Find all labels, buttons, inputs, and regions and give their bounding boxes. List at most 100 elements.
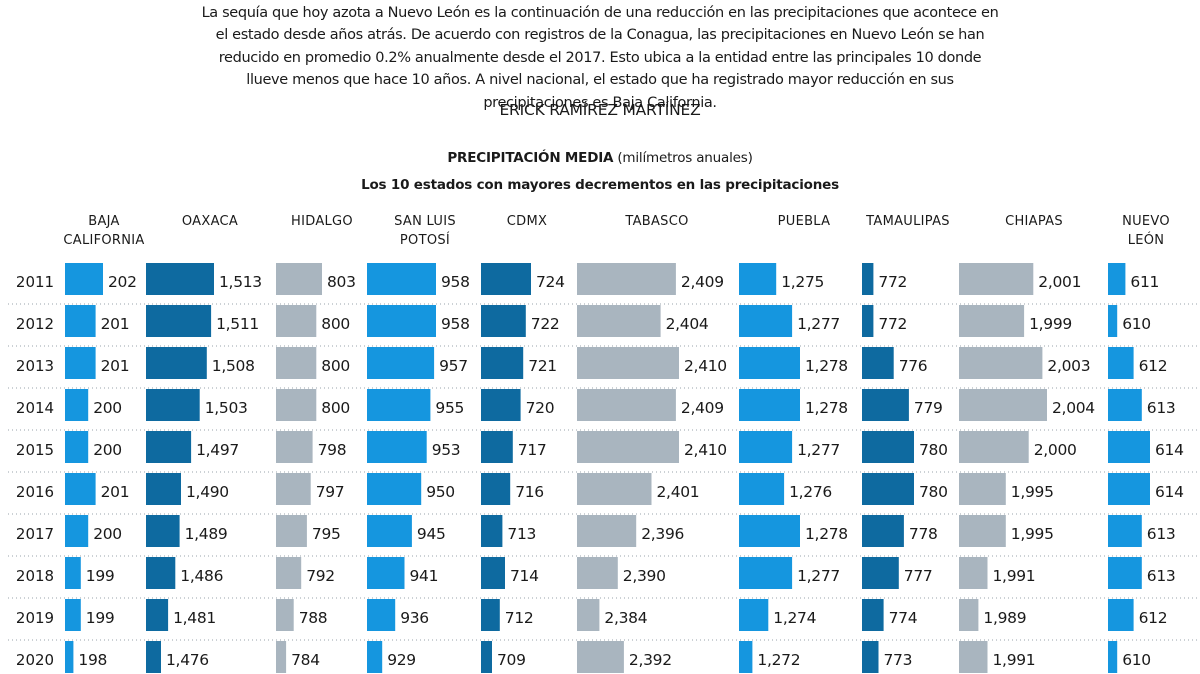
bar	[959, 347, 1043, 379]
bar	[862, 431, 914, 463]
bar-value-label: 950	[426, 483, 455, 501]
bar	[959, 599, 979, 631]
bar	[739, 473, 785, 505]
bar-value-label: 774	[889, 609, 918, 627]
bar	[481, 599, 500, 631]
bar-value-label: 2,390	[623, 567, 666, 585]
bar-value-label: 795	[312, 525, 341, 543]
bar-value-label: 1,278	[805, 399, 848, 417]
bar	[146, 557, 176, 589]
bar-value-label: 202	[108, 273, 137, 291]
bar-value-label: 2,000	[1034, 441, 1077, 459]
bar-value-label: 1,497	[196, 441, 239, 459]
bar	[1108, 473, 1150, 505]
bar-value-label: 780	[919, 483, 948, 501]
bar-value-label: 2,404	[666, 315, 709, 333]
bar	[276, 641, 287, 673]
bar	[577, 389, 676, 421]
bar	[276, 347, 317, 379]
chart-title-main: PRECIPITACIÓN MEDIA	[447, 150, 614, 166]
bar-value-label: 2,410	[684, 441, 727, 459]
bar	[577, 431, 679, 463]
bar	[481, 473, 511, 505]
bar-value-label: 941	[410, 567, 439, 585]
bar-value-label: 958	[441, 315, 470, 333]
bar	[739, 263, 777, 295]
bar	[739, 431, 793, 463]
bar-value-label: 2,410	[684, 357, 727, 375]
bar-value-label: 1,476	[166, 651, 209, 669]
bar	[739, 557, 793, 589]
bar-value-label: 780	[919, 441, 948, 459]
bar	[276, 473, 311, 505]
bar	[1108, 263, 1126, 295]
bar	[146, 347, 207, 379]
bar	[367, 641, 383, 673]
bar-value-label: 788	[299, 609, 328, 627]
bar-value-label: 792	[306, 567, 335, 585]
bar-value-label: 2,409	[681, 273, 724, 291]
bar-value-label: 611	[1130, 273, 1159, 291]
bar-value-label: 709	[497, 651, 526, 669]
bar	[65, 431, 89, 463]
bar-value-label: 610	[1122, 651, 1151, 669]
bar-value-label: 1,511	[216, 315, 259, 333]
bar-value-label: 798	[318, 441, 347, 459]
bar	[65, 599, 81, 631]
bar-value-label: 1,277	[797, 315, 840, 333]
bar	[1108, 305, 1118, 337]
year-label: 2019	[16, 609, 54, 627]
bar	[65, 641, 74, 673]
bar	[577, 515, 637, 547]
bar-value-label: 1,272	[757, 651, 800, 669]
bar	[146, 641, 161, 673]
bar	[959, 557, 988, 589]
bar-value-label: 2,384	[604, 609, 647, 627]
bar-value-label: 936	[400, 609, 429, 627]
bar-value-label: 614	[1155, 441, 1184, 459]
bar-value-label: 1,278	[805, 357, 848, 375]
column-header: OAXACA	[182, 214, 238, 229]
bar-value-label: 712	[505, 609, 534, 627]
bar-value-label: 2,401	[657, 483, 700, 501]
year-label: 2015	[16, 441, 54, 459]
chart-subtitle: Los 10 estados con mayores decrementos e…	[361, 177, 839, 193]
bar-value-label: 201	[101, 357, 130, 375]
bar-value-label: 945	[417, 525, 446, 543]
bar	[481, 389, 521, 421]
bar-value-label: 1,508	[212, 357, 255, 375]
bar-value-label: 2,004	[1052, 399, 1095, 417]
bar	[1108, 557, 1142, 589]
bar-value-label: 772	[878, 273, 907, 291]
year-label: 2013	[16, 357, 54, 375]
bar-value-label: 1,275	[781, 273, 824, 291]
bar-value-label: 614	[1155, 483, 1184, 501]
bar	[862, 473, 914, 505]
bar	[739, 347, 800, 379]
bar	[146, 431, 192, 463]
bar-value-label: 610	[1122, 315, 1151, 333]
bar	[481, 641, 492, 673]
chart-title-units: (milímetros anuales)	[617, 150, 753, 166]
bar	[146, 515, 180, 547]
year-label: 2020	[16, 651, 54, 669]
bar-value-label: 1,503	[205, 399, 248, 417]
year-label: 2017	[16, 525, 54, 543]
bar-value-label: 201	[101, 315, 130, 333]
bar	[276, 557, 302, 589]
column-header: PUEBLA	[778, 214, 831, 229]
bar	[276, 305, 317, 337]
bar	[367, 515, 412, 547]
bar	[577, 557, 618, 589]
bar-value-label: 2,001	[1038, 273, 1081, 291]
bar-value-label: 773	[884, 651, 913, 669]
bar-value-label: 1,513	[219, 273, 262, 291]
author-byline: ERICK RAMÍREZ MARTÍNEZ	[499, 101, 701, 119]
bar-value-label: 199	[86, 609, 115, 627]
bar	[1108, 431, 1150, 463]
bar	[367, 263, 436, 295]
bar-value-label: 612	[1139, 357, 1168, 375]
bar	[739, 515, 800, 547]
bar-value-label: 800	[321, 357, 350, 375]
